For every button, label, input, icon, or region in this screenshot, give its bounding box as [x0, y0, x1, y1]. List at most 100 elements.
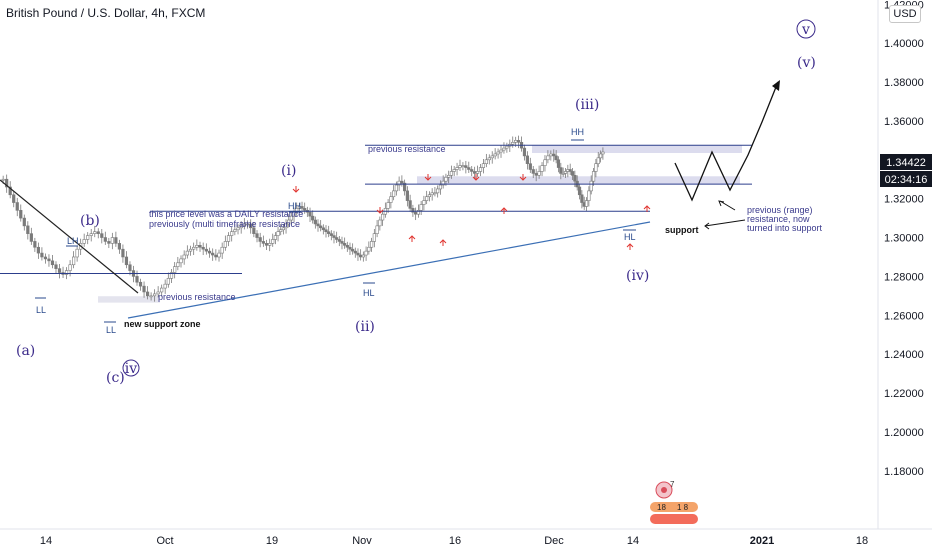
y-tick-label: 1.24000 — [884, 349, 924, 361]
candle — [12, 191, 16, 208]
candle — [57, 263, 62, 279]
candle — [268, 238, 272, 252]
candle — [449, 165, 454, 179]
candle — [281, 224, 285, 235]
red-arrow — [408, 235, 416, 242]
candle — [61, 266, 65, 278]
candle — [519, 136, 524, 152]
candle — [29, 227, 33, 245]
candle — [361, 251, 365, 262]
candle — [589, 175, 593, 195]
candle — [198, 241, 202, 252]
x-tick-label: Nov — [352, 535, 372, 547]
red-arrows — [292, 174, 651, 250]
event-bubbles-icon — [650, 502, 698, 512]
candle — [276, 227, 280, 242]
candle — [493, 148, 497, 160]
candle — [461, 162, 465, 171]
y-tick-label: 1.38000 — [884, 77, 924, 89]
candle — [516, 135, 521, 149]
candle — [273, 232, 277, 245]
candle — [110, 232, 114, 250]
candle — [100, 228, 104, 244]
candle — [381, 209, 385, 226]
candle — [220, 242, 224, 259]
candle — [211, 248, 215, 261]
x-tick-label: 14 — [627, 535, 639, 547]
candle — [591, 167, 596, 186]
candle — [464, 160, 468, 174]
svg-text:18: 18 — [657, 503, 666, 512]
red-arrow — [292, 186, 300, 193]
candle — [372, 228, 376, 248]
pointer-arrow-2 — [704, 219, 746, 227]
candle — [214, 249, 218, 261]
candle — [258, 232, 262, 248]
wave-label-b: (b) — [80, 213, 100, 229]
candle — [511, 136, 515, 148]
event-icons[interactable]: 7 18 1 8 — [650, 480, 698, 524]
wave-label-i: (i) — [281, 163, 296, 179]
y-tick-label: 1.30000 — [884, 233, 924, 245]
candle — [173, 262, 177, 279]
candle — [114, 231, 118, 247]
candle — [584, 197, 589, 212]
candle — [142, 281, 146, 298]
x-tick-label: 19 — [266, 535, 278, 547]
candle — [239, 221, 243, 234]
candle — [414, 207, 418, 221]
swing-label-ll-1: LL — [36, 305, 46, 315]
candle — [561, 167, 565, 177]
candle — [54, 261, 58, 274]
wave-label-ii: (ii) — [355, 319, 375, 335]
new-support-zone — [98, 296, 160, 303]
candle — [153, 289, 157, 302]
red-arrow — [626, 243, 634, 250]
annotation-previous-resistance-top: previous resistance — [368, 144, 446, 154]
candle — [316, 219, 320, 232]
y-tick-label: 1.36000 — [884, 116, 924, 128]
chart-title: British Pound / U.S. Dollar, 4h, FXCM — [6, 6, 206, 20]
y-tick-label: 1.32000 — [884, 194, 924, 206]
wave-label-v: (v) — [797, 55, 816, 71]
red-arrow — [439, 239, 447, 246]
downtrend-line — [0, 179, 139, 294]
swing-label-hl-2: HL — [624, 232, 636, 242]
candle — [255, 230, 259, 243]
candle — [287, 214, 291, 228]
candle — [121, 244, 125, 263]
candle — [356, 248, 360, 261]
candle — [389, 192, 393, 209]
candle — [549, 150, 553, 161]
candle — [484, 153, 488, 168]
candle — [577, 183, 582, 200]
candle — [332, 230, 336, 244]
candle — [36, 242, 40, 259]
x-tick-label: Dec — [544, 535, 564, 547]
candle — [559, 162, 563, 180]
candle — [364, 246, 368, 261]
currency-button[interactable]: USD — [889, 5, 921, 23]
wave-label-a: (a) — [16, 343, 35, 359]
candle — [546, 150, 550, 164]
candle — [321, 224, 325, 235]
candle — [531, 166, 535, 179]
candle — [43, 253, 48, 264]
candle — [5, 174, 9, 193]
candle — [160, 284, 164, 297]
candle — [359, 249, 363, 261]
candle — [447, 170, 451, 184]
candle — [367, 241, 371, 255]
candle — [458, 159, 462, 172]
candle — [145, 286, 150, 300]
candle — [392, 185, 396, 201]
candle — [403, 179, 407, 196]
candle — [348, 242, 352, 256]
candle — [176, 256, 180, 271]
y-tick-label: 1.28000 — [884, 271, 924, 283]
candle — [525, 151, 529, 170]
candle — [556, 156, 561, 173]
candle — [375, 220, 379, 238]
candle — [470, 166, 474, 177]
